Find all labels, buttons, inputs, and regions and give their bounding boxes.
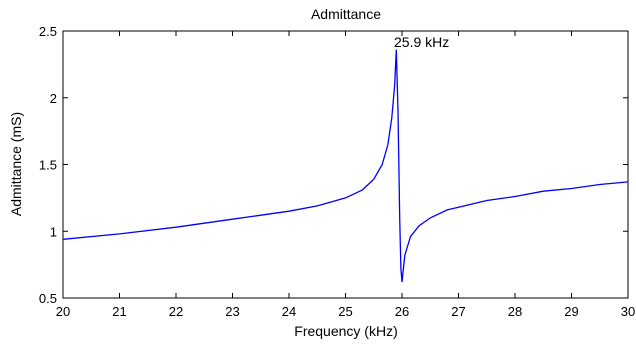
chart-title: Admittance bbox=[311, 6, 381, 22]
y-axis-label: Admittance (mS) bbox=[8, 112, 24, 216]
x-tick-label: 25 bbox=[338, 304, 352, 319]
y-tick-label: 2.5 bbox=[39, 24, 57, 39]
y-tick-label: 1.5 bbox=[39, 158, 57, 173]
x-tick-label: 22 bbox=[169, 304, 183, 319]
x-tick-label: 29 bbox=[564, 304, 578, 319]
axis-ticks bbox=[62, 30, 629, 299]
y-tick-labels: 0.5 1 1.5 2 2.5 bbox=[39, 24, 57, 306]
y-tick-label: 0.5 bbox=[39, 291, 57, 306]
plot-area bbox=[62, 30, 629, 299]
x-tick-label: 27 bbox=[451, 304, 465, 319]
peak-annotation: 25.9 kHz bbox=[394, 34, 449, 50]
y-tick-label: 2 bbox=[50, 91, 57, 106]
x-tick-labels: 20 21 22 23 24 25 26 27 28 29 30 bbox=[56, 304, 635, 319]
admittance-series-line bbox=[62, 49, 629, 283]
x-tick-label: 21 bbox=[112, 304, 126, 319]
x-tick-label: 20 bbox=[56, 304, 70, 319]
y-tick-label: 1 bbox=[50, 224, 57, 239]
x-tick-label: 26 bbox=[395, 304, 409, 319]
x-tick-label: 23 bbox=[225, 304, 239, 319]
x-tick-label: 28 bbox=[508, 304, 522, 319]
x-axis-label: Frequency (kHz) bbox=[294, 323, 397, 339]
x-tick-label: 24 bbox=[282, 304, 296, 319]
x-tick-label: 30 bbox=[621, 304, 635, 319]
